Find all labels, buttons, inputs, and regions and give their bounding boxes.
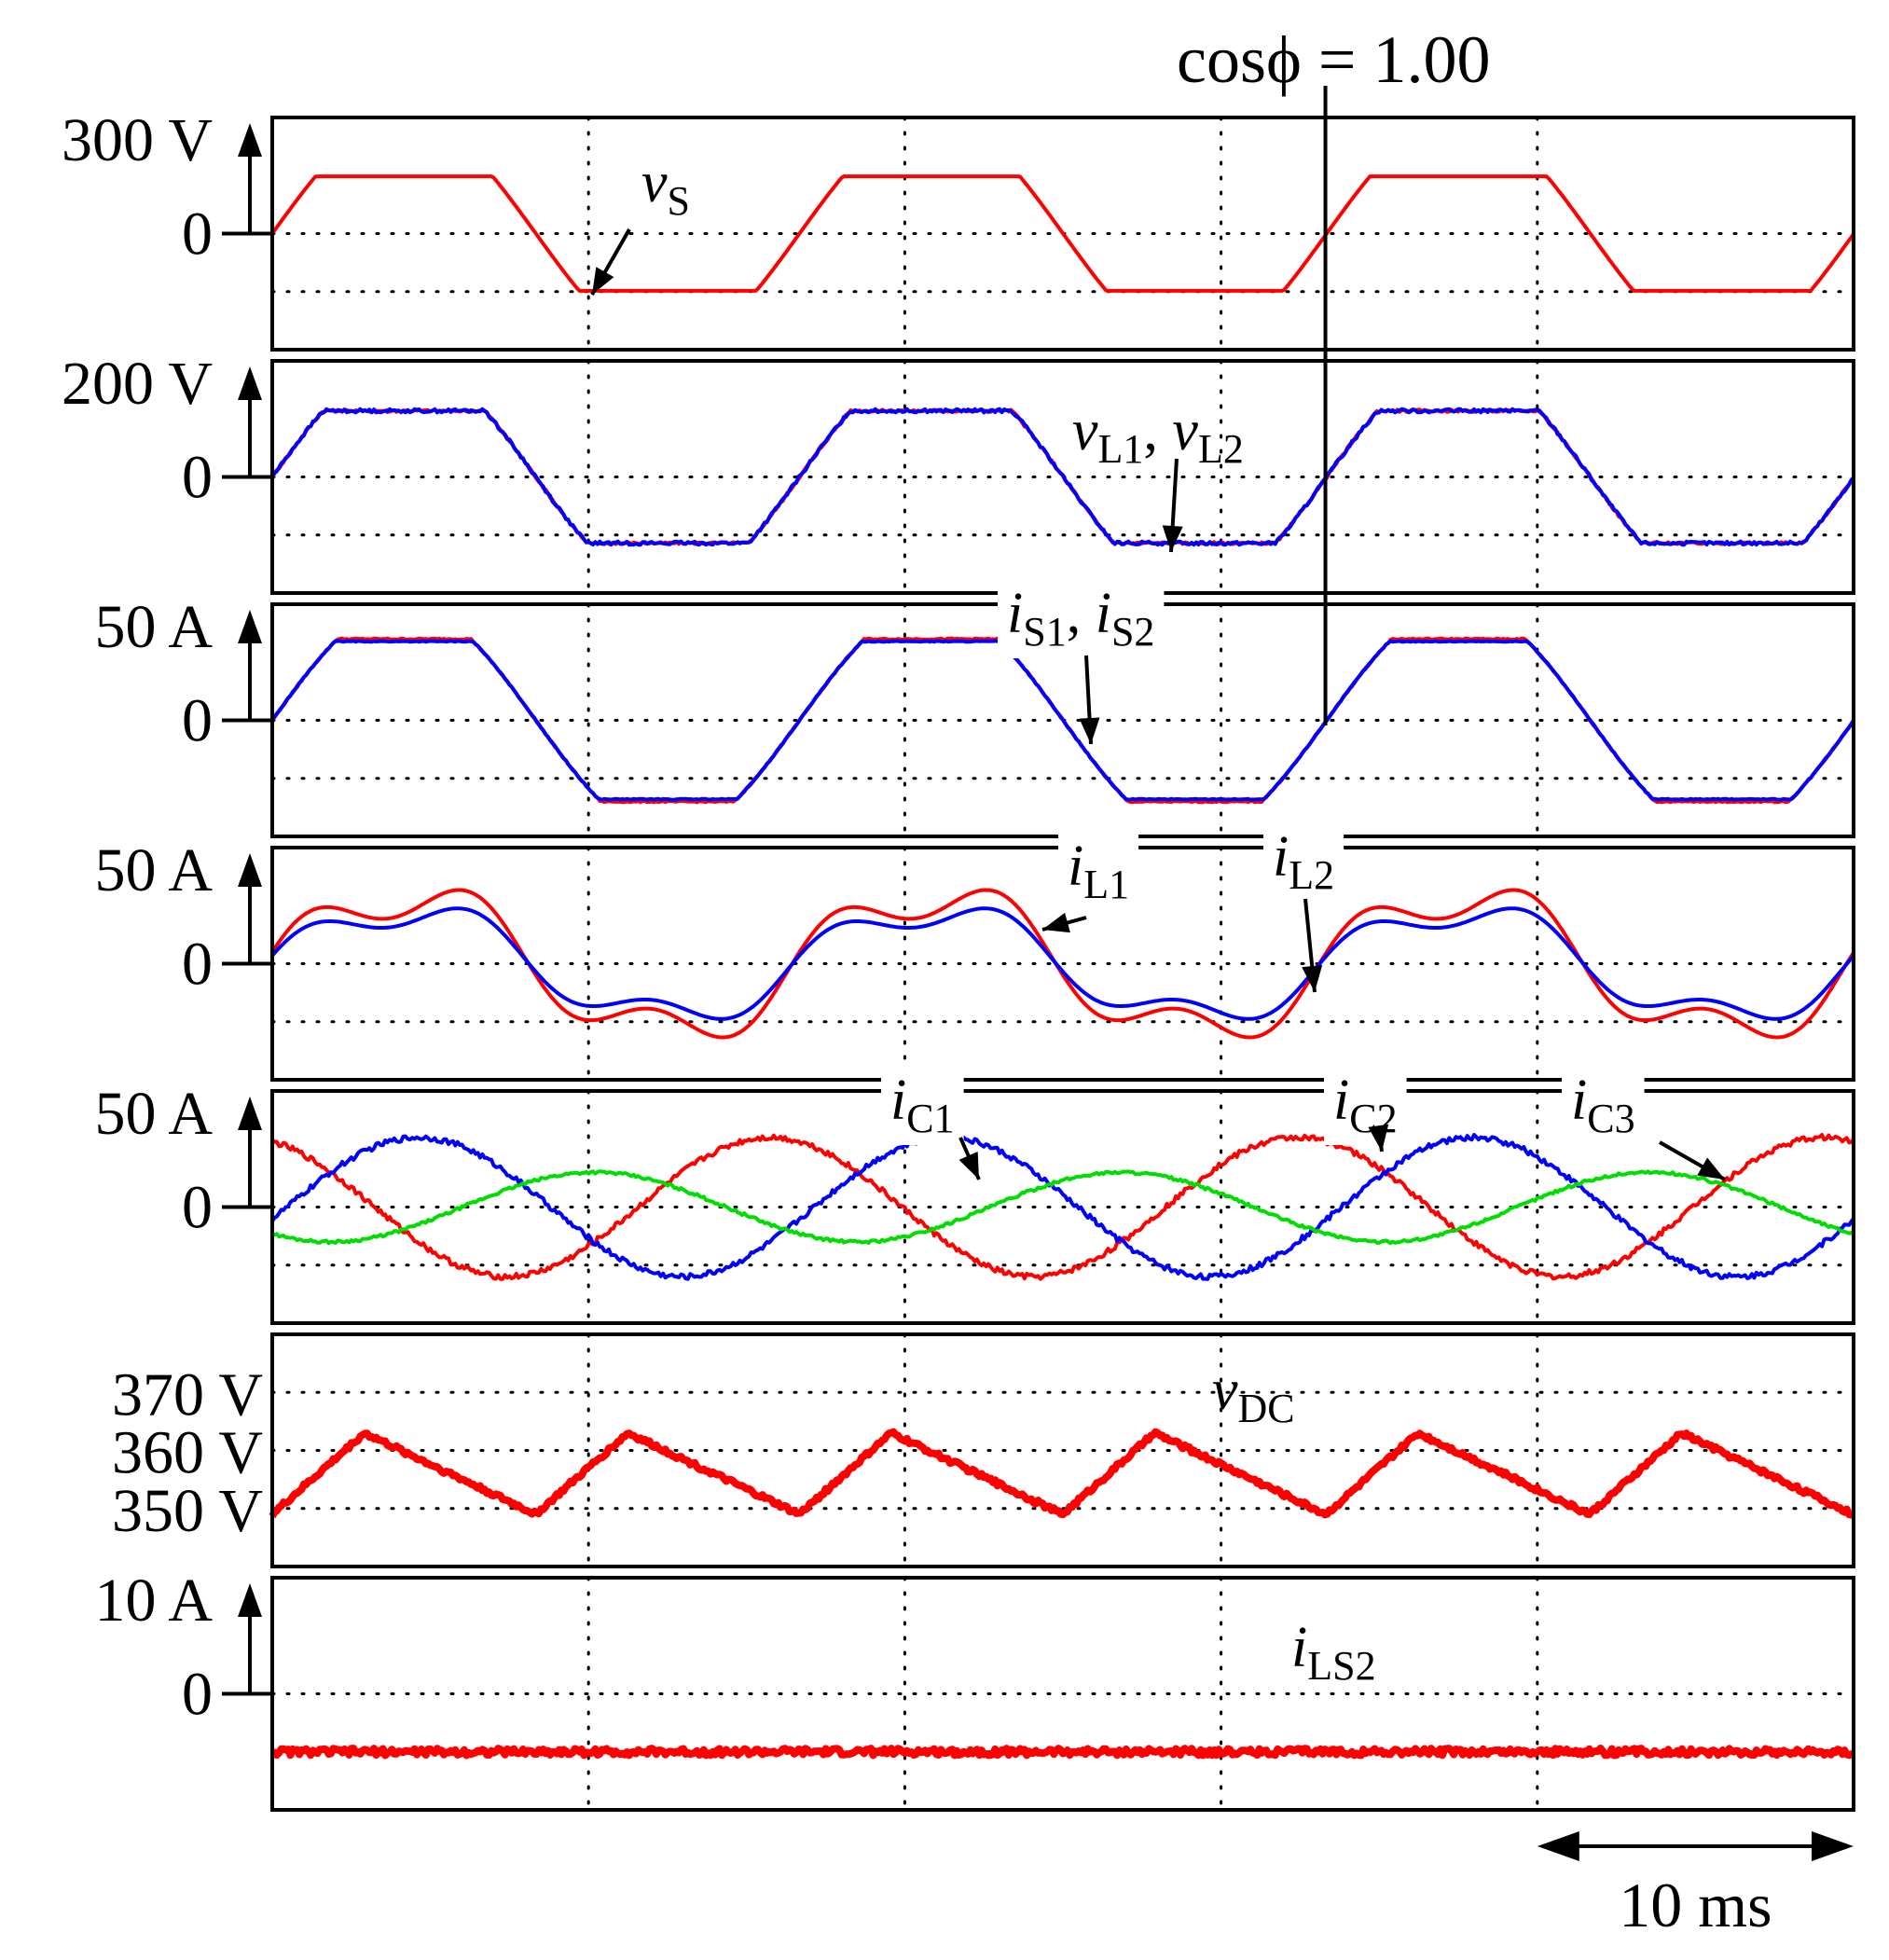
trace-vL2 xyxy=(270,407,1855,547)
tick-label: 10 A xyxy=(94,1567,213,1635)
axis-arrow-head xyxy=(238,610,262,643)
tick-label: 350 V xyxy=(112,1477,263,1545)
annotation-arrow-head xyxy=(1368,1124,1389,1152)
panel-vl: 200 V 0 xyxy=(62,350,1855,595)
tick-label: 0 xyxy=(182,1174,213,1242)
panel-ic: 50 A 0 xyxy=(94,1080,1855,1325)
axis-arrow-head xyxy=(238,1097,262,1130)
trace-label-l1: vL1, vL2 xyxy=(1072,399,1244,472)
label-mask xyxy=(998,578,1165,658)
tick-label: 200 V xyxy=(62,350,213,418)
trace-iS2 xyxy=(270,639,1855,802)
tick-label: 50 A xyxy=(94,1080,213,1148)
tick-label: 0 xyxy=(182,687,213,755)
trace-label-c1: iC1 xyxy=(890,1069,955,1141)
tick-label: 0 xyxy=(182,444,213,512)
trace-label-ls2: iLS2 xyxy=(1291,1616,1376,1689)
axis-arrow-head xyxy=(238,123,262,157)
trace-iC2 xyxy=(270,1133,1855,1281)
tick-label: 0 xyxy=(182,931,213,999)
panel-il: 50 A 0 xyxy=(94,836,1855,1082)
tick-label: 300 V xyxy=(62,106,213,174)
trace-label-l1: iL1 xyxy=(1068,835,1129,907)
axis-arrow-head xyxy=(238,853,262,887)
trace-iL1 xyxy=(270,888,1855,1040)
tick-label: 50 A xyxy=(94,593,213,661)
panel-is: 50 A 0 xyxy=(94,593,1855,838)
trace-vDC xyxy=(269,1428,1855,1520)
tick-label: 50 A xyxy=(94,836,213,904)
label-mask xyxy=(1562,1065,1645,1145)
axis-arrow-head xyxy=(238,366,262,400)
trace-label-s: vS xyxy=(641,151,690,224)
panel-ils2: 10 A 0 xyxy=(94,1567,1855,1812)
tick-label: 360 V xyxy=(112,1419,263,1487)
tick-label: 0 xyxy=(182,200,213,269)
trace-vS xyxy=(270,174,1855,293)
trace-iLS2 xyxy=(270,1745,1855,1760)
trace-label-s1: iS1, iS2 xyxy=(1007,582,1154,655)
timebase-arrow-left xyxy=(1537,1831,1579,1861)
annotation-arrow-head xyxy=(1042,912,1070,933)
trace-iC3 xyxy=(271,1169,1855,1246)
annotation-arrow-head xyxy=(1162,525,1183,552)
timebase-arrow-right xyxy=(1812,1831,1854,1861)
annotation-arrow-head xyxy=(592,267,614,295)
annotation-arrow-head xyxy=(958,1151,979,1180)
trace-label-c3: iC3 xyxy=(1571,1069,1635,1141)
annotation-arrow-head xyxy=(1079,717,1100,744)
label-mask xyxy=(881,1065,964,1145)
label-mask xyxy=(1058,831,1139,911)
trace-label-l2: iL2 xyxy=(1273,825,1334,898)
annotation-arrow-head xyxy=(1697,1157,1725,1180)
label-mask xyxy=(1263,821,1344,902)
axis-arrow-head xyxy=(238,1583,262,1617)
chart-title: cosϕ = 1.00 xyxy=(1177,22,1490,97)
trace-label-dc: vDC xyxy=(1212,1359,1295,1431)
annotation-arrow-head xyxy=(1302,965,1323,992)
panel-frame xyxy=(270,1332,1855,1568)
timebase-label: 10 ms xyxy=(1619,1870,1772,1940)
label-mask xyxy=(1324,1065,1407,1145)
trace-iC1 xyxy=(270,1133,1855,1281)
tick-label: 0 xyxy=(182,1661,213,1729)
trace-iL2 xyxy=(270,906,1855,1021)
tick-label: 370 V xyxy=(112,1360,263,1429)
panel-vs: 300 V 0 xyxy=(62,106,1855,352)
